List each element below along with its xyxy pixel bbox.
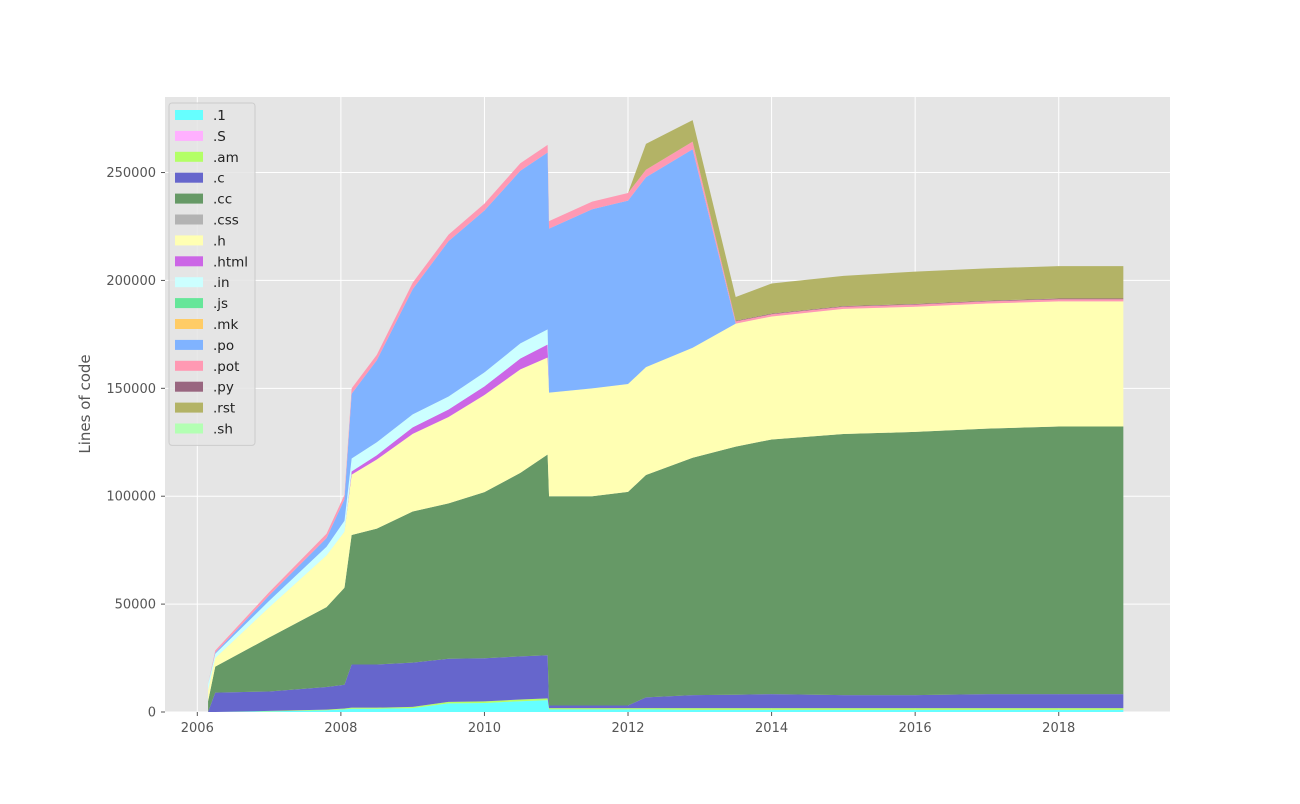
legend-label-h: .h	[213, 233, 226, 249]
legend-swatch-css	[175, 214, 203, 225]
legend-label-1: .1	[213, 108, 226, 124]
legend-swatch-rst	[175, 402, 203, 413]
legend-swatch-js	[175, 298, 203, 309]
x-tick-label: 2012	[611, 721, 644, 736]
legend-label-c: .c	[213, 171, 225, 187]
legend-label-in: .in	[213, 275, 230, 291]
legend-swatch-c	[175, 172, 203, 183]
legend-label-pot: .pot	[213, 359, 239, 375]
legend-swatch-pot	[175, 360, 203, 371]
series-areas	[208, 120, 1124, 712]
legend-label-py: .py	[213, 380, 234, 396]
y-tick-label: 50000	[115, 598, 156, 613]
area-series-c	[208, 655, 1124, 712]
x-tick-label: 2018	[1042, 721, 1075, 736]
legend-label-mk: .mk	[213, 317, 238, 333]
area-series-po	[208, 149, 1124, 684]
area-series-1	[208, 700, 1124, 712]
legend-label-po: .po	[213, 338, 234, 354]
legend-swatch-po	[175, 339, 203, 350]
legend-swatch-am	[175, 151, 203, 162]
legend-swatch-html	[175, 256, 203, 267]
legend-label-s: .S	[213, 129, 226, 145]
legend-label-cc: .cc	[213, 192, 232, 208]
legend-swatch-in	[175, 277, 203, 288]
x-tick-label: 2014	[755, 721, 788, 736]
y-axis-label: Lines of code	[76, 354, 94, 453]
x-tick-label: 2010	[468, 721, 501, 736]
legend-label-sh: .sh	[213, 422, 233, 438]
x-tick-label: 2008	[324, 721, 357, 736]
area-series-h	[208, 301, 1124, 702]
x-tick-label: 2006	[181, 721, 214, 736]
legend-swatch-1	[175, 110, 203, 120]
y-tick-label: 150000	[106, 382, 156, 397]
legend-label-am: .am	[213, 150, 239, 166]
legend-label-rst: .rst	[213, 401, 235, 417]
legend-swatch-mk	[175, 319, 203, 329]
area-series-am	[208, 698, 1124, 712]
y-tick-label: 250000	[106, 166, 156, 181]
legend-label-css: .css	[213, 213, 239, 229]
axis-ticks: 2006 2008 2010 2012 2014 2016 2018 0 50000 100000…	[106, 166, 1075, 736]
legend-swatch-s	[175, 130, 203, 141]
y-tick-label: 100000	[106, 490, 156, 505]
legend-frame	[168, 102, 256, 446]
y-tick-label: 200000	[106, 274, 156, 289]
x-tick-label: 2016	[899, 721, 932, 736]
legend-swatch-cc	[175, 193, 203, 204]
legend: .1 .S .am .c .cc .css .h .html .in .js .mk .po .pot.…	[168, 102, 256, 446]
legend-label-html: .html	[213, 254, 248, 270]
legend-swatch-py	[175, 381, 203, 392]
legend-swatch-h	[175, 235, 203, 246]
y-tick-label: 0	[148, 706, 156, 721]
area-series-cc	[208, 426, 1124, 712]
legend-swatch-sh	[175, 423, 203, 434]
legend-label-js: .js	[213, 296, 228, 312]
